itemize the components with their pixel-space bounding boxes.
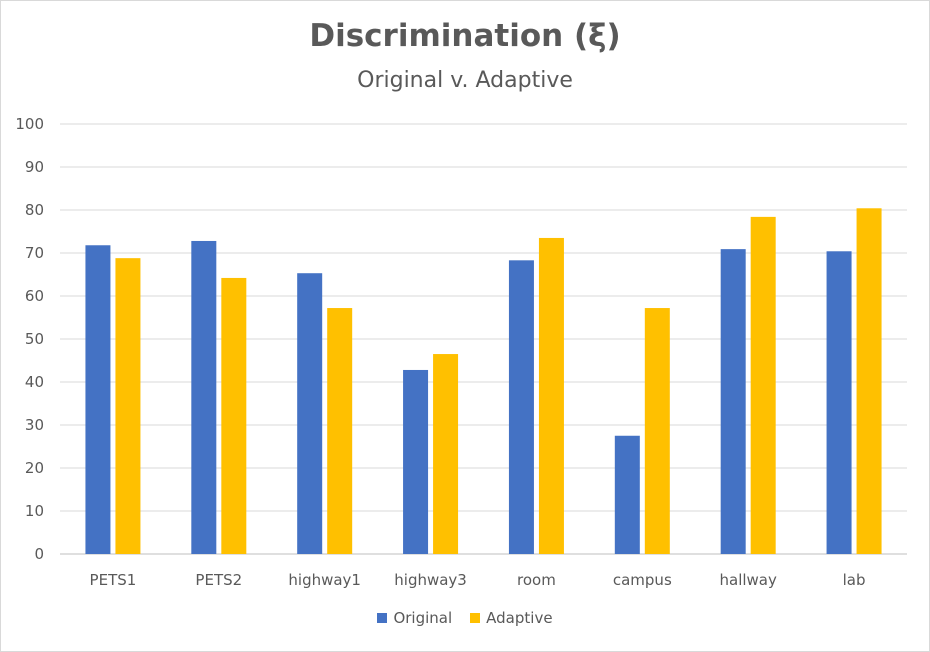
bar-original-pets1 (85, 245, 111, 554)
bar-adaptive-room (538, 237, 564, 554)
bar-chart-plot: 0 10 20 30 40 50 60 70 80 90 100 PETS1 PETS2 highway… (15, 115, 907, 589)
y-tick-label: 60 (25, 287, 44, 305)
x-tick-label: room (517, 571, 556, 589)
legend-swatch-adaptive (470, 613, 481, 623)
y-tick-label: 0 (34, 545, 44, 563)
bar-adaptive-highway1 (327, 308, 353, 554)
bar-original-highway1 (297, 273, 323, 554)
x-tick-label: hallway (720, 571, 777, 589)
y-tick-label: 10 (25, 502, 44, 520)
y-axis-ticks: 0 10 20 30 40 50 60 70 80 90 100 (15, 115, 44, 563)
bar-original-campus (614, 435, 640, 554)
x-tick-label: PETS2 (195, 571, 242, 589)
x-tick-label: lab (843, 571, 866, 589)
x-tick-label: highway1 (288, 571, 361, 589)
bar-adaptive-lab (856, 208, 882, 554)
bar-adaptive-pets1 (115, 258, 141, 554)
bar-original-hallway (720, 249, 746, 554)
bar-adaptive-hallway (750, 216, 776, 554)
x-axis-ticks: PETS1 PETS2 highway1 highway3 room campus hall… (90, 571, 866, 589)
bar-adaptive-pets2 (221, 277, 247, 554)
x-tick-label: PETS1 (90, 571, 137, 589)
bar-original-highway3 (403, 369, 429, 554)
bar-original-pets2 (191, 240, 217, 554)
bar-adaptive-highway3 (433, 354, 459, 554)
y-tick-label: 30 (25, 416, 44, 434)
y-tick-label: 80 (25, 201, 44, 219)
bar-adaptive-campus (644, 308, 670, 554)
y-tick-label: 50 (25, 330, 44, 348)
gridlines (60, 123, 907, 555)
legend-item-adaptive: Adaptive (470, 609, 553, 627)
x-tick-label: highway3 (394, 571, 467, 589)
y-tick-label: 70 (25, 244, 44, 262)
y-tick-label: 20 (25, 459, 44, 477)
legend-swatch-original (377, 613, 388, 623)
chart-title: Discrimination (ξ) (309, 18, 621, 54)
y-tick-label: 90 (25, 158, 44, 176)
legend-item-original: Original (377, 609, 452, 627)
x-tick-label: campus (613, 571, 672, 589)
y-tick-label: 100 (15, 115, 44, 133)
y-tick-label: 40 (25, 373, 44, 391)
legend-label-adaptive: Adaptive (486, 609, 553, 627)
legend: Original Adaptive (0, 609, 930, 627)
bars (85, 208, 882, 554)
bar-original-lab (826, 251, 852, 554)
bar-original-room (508, 260, 534, 554)
chart-subtitle: Original v. Adaptive (357, 68, 573, 93)
legend-label-original: Original (393, 609, 453, 627)
